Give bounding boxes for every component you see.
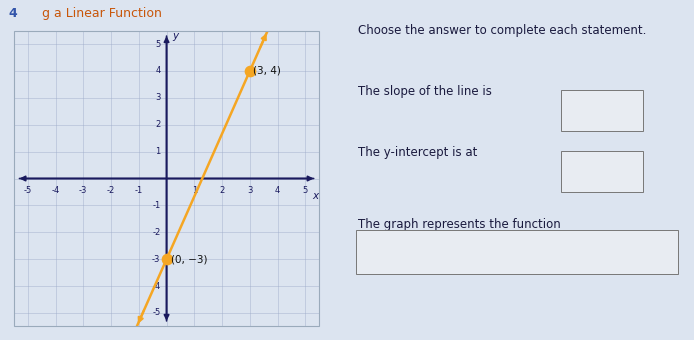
Point — [161, 256, 172, 262]
Text: 4: 4 — [8, 7, 17, 20]
Text: ▾: ▾ — [629, 167, 634, 177]
Text: -5: -5 — [24, 186, 32, 195]
Text: 1: 1 — [155, 147, 160, 156]
Text: x: x — [312, 191, 318, 201]
FancyBboxPatch shape — [561, 151, 643, 192]
Text: -5: -5 — [152, 308, 160, 318]
Text: ▾: ▾ — [629, 105, 634, 116]
FancyBboxPatch shape — [356, 230, 678, 274]
Text: 5: 5 — [303, 186, 308, 195]
Text: 3: 3 — [247, 186, 253, 195]
Text: -4: -4 — [51, 186, 60, 195]
Text: -3: -3 — [79, 186, 87, 195]
Text: The y-intercept is at: The y-intercept is at — [358, 146, 477, 159]
Text: -2: -2 — [107, 186, 115, 195]
Text: (0, −3): (0, −3) — [171, 254, 208, 264]
Text: 1: 1 — [192, 186, 197, 195]
Text: The graph represents the function: The graph represents the function — [358, 218, 561, 231]
Point — [244, 68, 255, 74]
Text: 2: 2 — [219, 186, 225, 195]
Text: (3, 4): (3, 4) — [253, 66, 281, 76]
Text: 5: 5 — [155, 39, 160, 49]
FancyBboxPatch shape — [561, 90, 643, 131]
Text: Choose the answer to complete each statement.: Choose the answer to complete each state… — [358, 24, 646, 37]
Text: -1: -1 — [152, 201, 160, 210]
Text: -4: -4 — [152, 282, 160, 291]
Text: 4: 4 — [275, 186, 280, 195]
Text: 4: 4 — [155, 66, 160, 75]
Text: -2: -2 — [152, 228, 160, 237]
Text: ▾: ▾ — [654, 246, 659, 257]
Text: -3: -3 — [152, 255, 160, 264]
Text: y: y — [172, 31, 178, 41]
Text: -1: -1 — [135, 186, 143, 195]
Text: 3: 3 — [155, 93, 160, 102]
Text: The slope of the line is: The slope of the line is — [358, 85, 491, 98]
Text: g a Linear Function: g a Linear Function — [42, 7, 162, 20]
Text: 2: 2 — [155, 120, 160, 129]
